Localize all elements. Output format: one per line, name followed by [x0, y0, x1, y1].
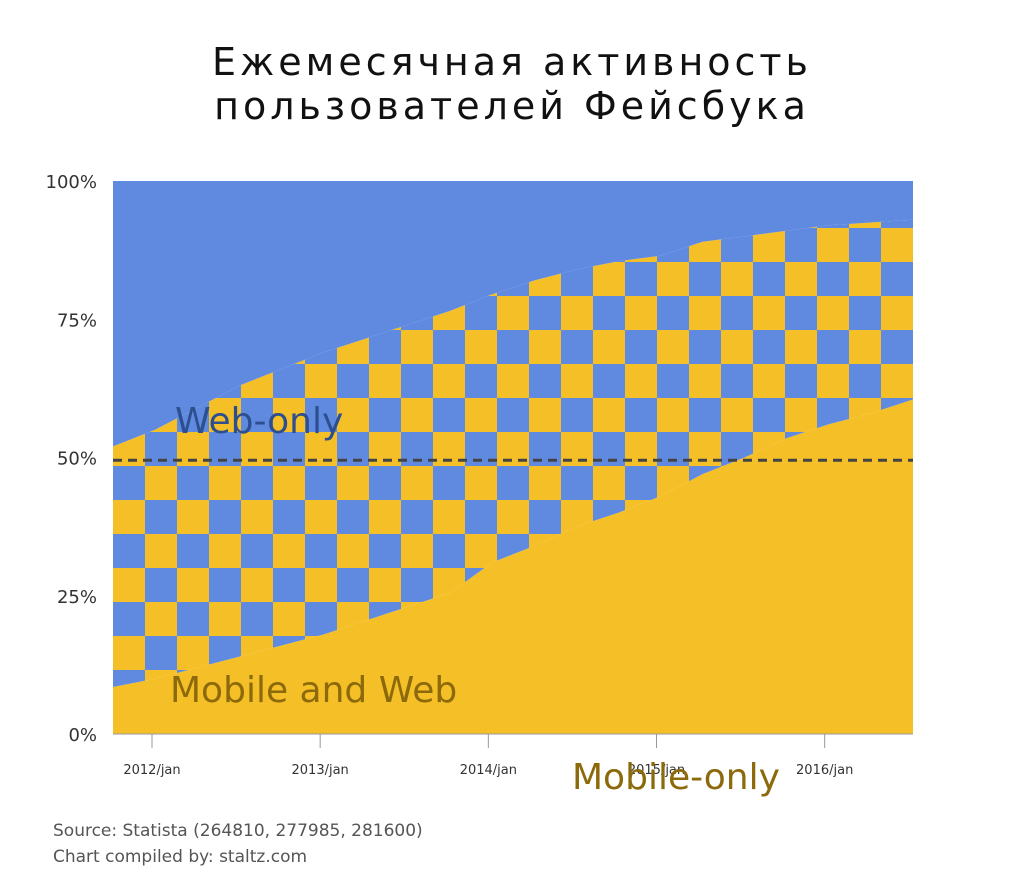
chart-title: Ежемесячная активность пользователей Фей…: [0, 40, 1024, 128]
x-axis: 2012/jan 2013/jan 2014/jan 2015/jan 2016/jan: [113, 733, 913, 778]
source-note: Source: Statista (264810, 277985, 281600…: [53, 821, 423, 841]
area-layers: [113, 181, 913, 734]
compiled-by-note: Chart compiled by: staltz.com: [53, 847, 308, 867]
x-tick-label: 2012/jan: [123, 763, 180, 778]
y-tick-label: 75%: [57, 310, 97, 331]
x-tick-label: 2014/jan: [460, 763, 517, 778]
chart-title-line-2: пользователей Фейсбука: [214, 84, 810, 128]
x-tick-label: 2015/jan: [628, 763, 685, 778]
region-labels: Web-only Mobile and Web Mobile-only: [170, 401, 780, 798]
y-axis: 0% 25% 50% 75% 100%: [46, 172, 97, 746]
x-tick-label: 2016/jan: [796, 763, 853, 778]
area-mobile-only: [113, 399, 913, 734]
x-tick-label: 2013/jan: [292, 763, 349, 778]
chart-title-line-1: Ежемесячная активность: [212, 40, 812, 84]
footer: Source: Statista (264810, 277985, 281600…: [53, 818, 423, 870]
y-tick-label: 100%: [46, 172, 97, 193]
stacked-area-chart: 2012/jan 2013/jan 2014/jan 2015/jan 2016/jan…: [46, 172, 913, 798]
label-mobile-and-web: Mobile and Web: [170, 670, 457, 711]
y-tick-label: 25%: [57, 587, 97, 608]
area-mobile-and-web: [113, 219, 913, 687]
y-tick-label: 0%: [68, 725, 97, 746]
y-tick-label: 50%: [57, 449, 97, 470]
label-mobile-only: Mobile-only: [572, 757, 780, 798]
area-web-only: [113, 181, 913, 447]
label-web-only: Web-only: [175, 401, 343, 442]
